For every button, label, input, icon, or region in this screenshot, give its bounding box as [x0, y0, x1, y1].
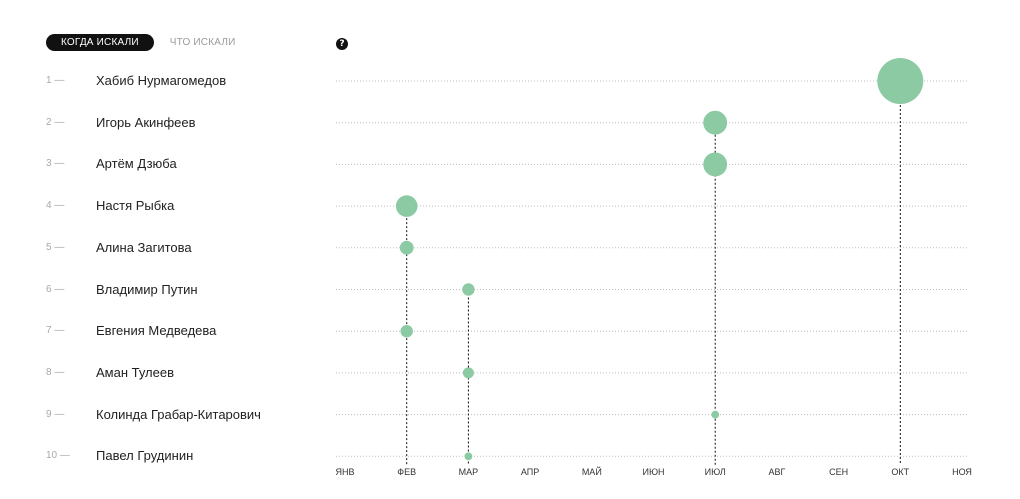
tab-what-searched[interactable]: Что искали [169, 37, 236, 48]
rank-number: 9 — [46, 408, 65, 420]
list-item[interactable]: 7 — Евгения Медведева [0, 321, 320, 341]
person-name[interactable]: Хабиб Нурмагомедов [96, 73, 227, 88]
month-stems [406, 81, 901, 465]
row-gridlines [336, 80, 968, 457]
data-point[interactable] [462, 367, 474, 379]
month-axis: ЯНВ ФЕВ МАР АПР МАЙ ИЮН ИЮЛ АВГ СЕН ОКТ НОЯ [335, 466, 971, 477]
question-icon[interactable]: ? [336, 38, 348, 50]
rank-number: 3 — [46, 158, 65, 170]
month-label: ИЮН [642, 467, 664, 477]
list-item[interactable]: 8 — Аман Тулеев [0, 363, 320, 383]
person-name[interactable]: Владимир Путин [96, 281, 198, 297]
data-point[interactable] [400, 324, 413, 338]
rank-number: 6 — [46, 283, 65, 295]
person-name[interactable]: Игорь Акинфеев [96, 114, 196, 130]
data-point[interactable] [462, 283, 475, 296]
list-item[interactable]: 4 — Настя Рыбка [0, 196, 320, 216]
rank-number: 10 — [46, 450, 70, 462]
data-point[interactable] [464, 452, 473, 461]
person-name[interactable]: Павел Грудинин [96, 448, 194, 464]
month-label: НОЯ [952, 467, 972, 477]
view-tabs: Когда искали Что искали [46, 34, 251, 51]
data-point[interactable] [877, 58, 924, 104]
list-item[interactable]: 6 — Владимир Путин [0, 280, 320, 300]
month-label: СЕН [829, 467, 848, 477]
person-name[interactable]: Аман Тулеев [96, 364, 175, 380]
rank-number: 8 — [46, 366, 65, 378]
person-name[interactable]: Колинда Грабар-Китарович [96, 406, 261, 422]
month-label: ФЕВ [397, 467, 416, 477]
data-points [395, 58, 924, 461]
month-label: ОКТ [891, 467, 909, 477]
rank-number: 7 — [46, 325, 65, 337]
rank-number: 4 — [46, 200, 65, 212]
data-point[interactable] [703, 152, 728, 177]
list-item[interactable]: 5 — Алина Загитова [0, 238, 320, 258]
month-label: МАР [459, 467, 479, 477]
rank-number: 2 — [46, 116, 65, 128]
list-item[interactable]: 1 — Хабиб Нурмагомедов [0, 71, 320, 91]
month-label: ИЮЛ [705, 467, 726, 477]
tab-when-searched[interactable]: Когда искали [46, 34, 154, 51]
rank-number: 5 — [46, 241, 65, 253]
list-item[interactable]: 2 — Игорь Акинфеев [0, 113, 320, 133]
data-point[interactable] [703, 110, 728, 135]
month-label: АВГ [768, 467, 785, 477]
list-item[interactable]: 10 — Павел Грудинин [0, 446, 320, 466]
person-name[interactable]: Настя Рыбка [96, 198, 175, 214]
data-point[interactable] [711, 410, 720, 419]
data-point[interactable] [399, 240, 414, 255]
list-item[interactable]: 9 — Колинда Грабар-Китарович [0, 405, 320, 425]
rank-number: 1 — [46, 75, 65, 86]
person-name[interactable]: Артём Дзюба [96, 156, 177, 172]
month-label: АПР [521, 467, 539, 477]
person-name[interactable]: Евгения Медведева [96, 323, 217, 339]
person-name[interactable]: Алина Загитова [96, 239, 192, 255]
month-label: МАЙ [582, 466, 602, 477]
list-item[interactable]: 3 — Артём Дзюба [0, 154, 320, 174]
month-label: ЯНВ [335, 467, 354, 477]
data-point[interactable] [395, 195, 418, 217]
